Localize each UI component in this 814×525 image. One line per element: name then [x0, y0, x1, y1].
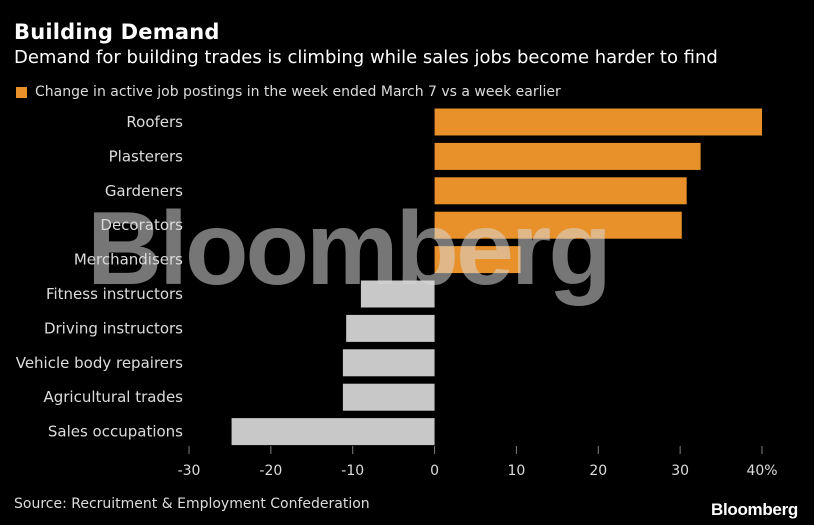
x-tick-label: 10 [508, 463, 526, 479]
source-note: Source: Recruitment & Employment Confede… [14, 496, 370, 512]
x-tick-label: -10 [341, 463, 364, 479]
category-label: Vehicle body repairers [16, 354, 183, 372]
legend-label: Change in active job postings in the wee… [35, 84, 561, 100]
category-label: Agricultural trades [43, 388, 183, 406]
bar-plasterers [434, 142, 701, 170]
category-label: Roofers [126, 113, 183, 131]
category-label: Driving instructors [44, 319, 183, 337]
bar-agricultural-trades [342, 383, 435, 411]
category-label: Merchandisers [74, 251, 183, 269]
bar-vehicle-body-repairers [342, 349, 435, 377]
bar-merchandisers [434, 246, 521, 274]
x-tick-label: 40% [746, 463, 777, 479]
x-tick-label: 30 [671, 463, 689, 479]
bar-driving-instructors [346, 314, 435, 342]
x-tick-label: 0 [430, 463, 439, 479]
category-label: Decorators [100, 216, 183, 234]
category-label: Fitness instructors [46, 285, 183, 303]
chart-title: Building Demand [14, 20, 220, 44]
category-label: Gardeners [105, 182, 183, 200]
x-tick-label: -30 [178, 463, 201, 479]
x-tick-label: -20 [259, 463, 282, 479]
bar-gardeners [434, 177, 687, 205]
legend-swatch [16, 86, 27, 98]
bar-sales-occupations [231, 418, 435, 446]
bar-roofers [434, 108, 762, 136]
chart-subtitle: Demand for building trades is climbing w… [14, 47, 718, 68]
bloomberg-logo: Bloomberg [710, 500, 798, 519]
legend: Change in active job postings in the wee… [16, 84, 561, 100]
bar-decorators [434, 211, 682, 239]
bar-fitness-instructors [360, 280, 435, 308]
x-tick-label: 20 [589, 463, 607, 479]
category-label: Sales occupations [48, 423, 183, 441]
category-label: Plasterers [109, 147, 184, 165]
